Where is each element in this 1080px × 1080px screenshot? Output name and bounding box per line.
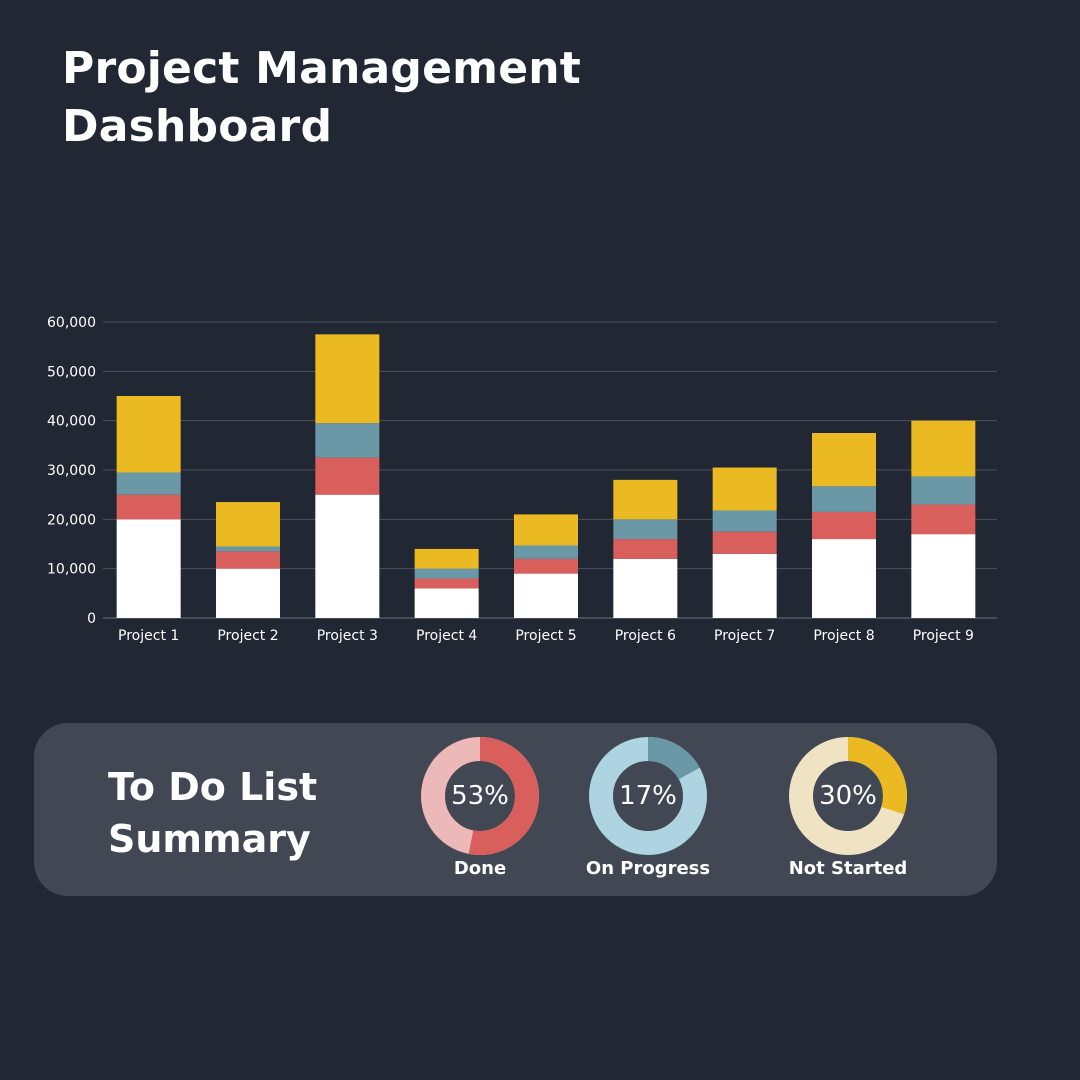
bar-segment xyxy=(116,494,181,520)
y-tick-label: 30,000 xyxy=(47,463,96,479)
bar-segment xyxy=(613,479,678,520)
bar-segment xyxy=(315,457,380,495)
x-tick-label: Project 7 xyxy=(714,628,775,644)
bar-segment xyxy=(315,494,380,618)
bar-segment xyxy=(514,558,578,574)
x-tick-label: Project 9 xyxy=(913,628,974,644)
donut-arc xyxy=(421,737,539,855)
donut-chart-done xyxy=(421,737,539,855)
bar-segment xyxy=(712,510,777,532)
summary-title-line1: To Do List xyxy=(108,765,318,809)
x-tick-label: Project 8 xyxy=(813,628,874,644)
bar-segment xyxy=(812,486,876,512)
donut-label: Done xyxy=(453,858,507,879)
donut-chart-not-started xyxy=(789,737,907,855)
bar-segment xyxy=(414,568,479,579)
bar-segment xyxy=(613,558,678,618)
y-tick-label: 60,000 xyxy=(47,315,96,331)
y-tick-label: 0 xyxy=(87,611,96,627)
chart-bars xyxy=(116,334,976,618)
bar-segment xyxy=(315,334,380,424)
bar-segment xyxy=(812,511,876,540)
todo-summary-panel: To Do List Summary 53% Done 17% On Progr… xyxy=(34,723,997,896)
bar-segment xyxy=(414,578,479,589)
x-tick-label: Project 4 xyxy=(416,628,477,644)
x-tick-label: Project 5 xyxy=(515,628,576,644)
donut-percentage: 17% xyxy=(619,781,677,811)
donut-label: On Progress xyxy=(585,858,711,879)
bar-segment xyxy=(712,531,777,554)
bar-segment xyxy=(116,396,181,473)
y-tick-label: 10,000 xyxy=(47,562,96,578)
bar-segment xyxy=(216,551,280,569)
donut-done: 53% Done xyxy=(415,737,545,887)
chart-labels: 0 10,000 20,000 30,000 40,000 50,000 60,000 Pro… xyxy=(47,315,974,644)
page-title-line2: Dashboard xyxy=(62,101,333,152)
bar-segment xyxy=(315,423,380,458)
y-tick-label: 50,000 xyxy=(47,364,96,380)
bar-segment xyxy=(812,539,876,618)
bar-segment xyxy=(613,539,678,559)
x-tick-label: Project 6 xyxy=(615,628,676,644)
bar-segment xyxy=(911,504,976,535)
x-tick-label: Project 2 xyxy=(217,628,278,644)
bar-segment xyxy=(911,534,976,618)
page-title-line1: Project Management xyxy=(62,43,582,94)
bar-segment xyxy=(116,472,181,495)
bar-segment xyxy=(712,467,777,511)
donut-percentage: 53% xyxy=(451,781,509,811)
page-title: Project Management Dashboard xyxy=(62,40,662,156)
bar-segment xyxy=(216,546,280,552)
summary-title-line2: Summary xyxy=(108,817,311,861)
bar-segment xyxy=(514,514,578,546)
bar-segment xyxy=(116,519,181,618)
bar-segment xyxy=(514,573,578,618)
bar-segment xyxy=(514,545,578,559)
bar-segment xyxy=(812,433,876,487)
donut-not-started: 30% Not Started xyxy=(783,737,913,887)
bar-segment xyxy=(911,420,976,477)
donut-chart-on-progress xyxy=(589,737,707,855)
y-tick-label: 40,000 xyxy=(47,414,96,430)
x-tick-label: Project 3 xyxy=(317,628,378,644)
y-tick-label: 20,000 xyxy=(47,512,96,528)
bar-segment xyxy=(414,588,479,618)
bar-segment xyxy=(414,548,479,569)
x-tick-label: Project 1 xyxy=(118,628,179,644)
donut-label: Not Started xyxy=(788,858,908,879)
stacked-bar-chart: 0 10,000 20,000 30,000 40,000 50,000 60,000 Pro… xyxy=(47,315,997,644)
summary-title: To Do List Summary xyxy=(108,761,317,865)
bar-segment xyxy=(613,519,678,540)
donut-arc xyxy=(789,737,907,855)
donut-arc xyxy=(589,737,707,855)
bar-segment xyxy=(712,553,777,618)
bar-segment xyxy=(216,502,280,547)
donut-percentage: 30% xyxy=(819,781,877,811)
bar-segment xyxy=(911,476,976,505)
bar-segment xyxy=(216,568,280,618)
donut-on-progress: 17% On Progress xyxy=(583,737,713,887)
